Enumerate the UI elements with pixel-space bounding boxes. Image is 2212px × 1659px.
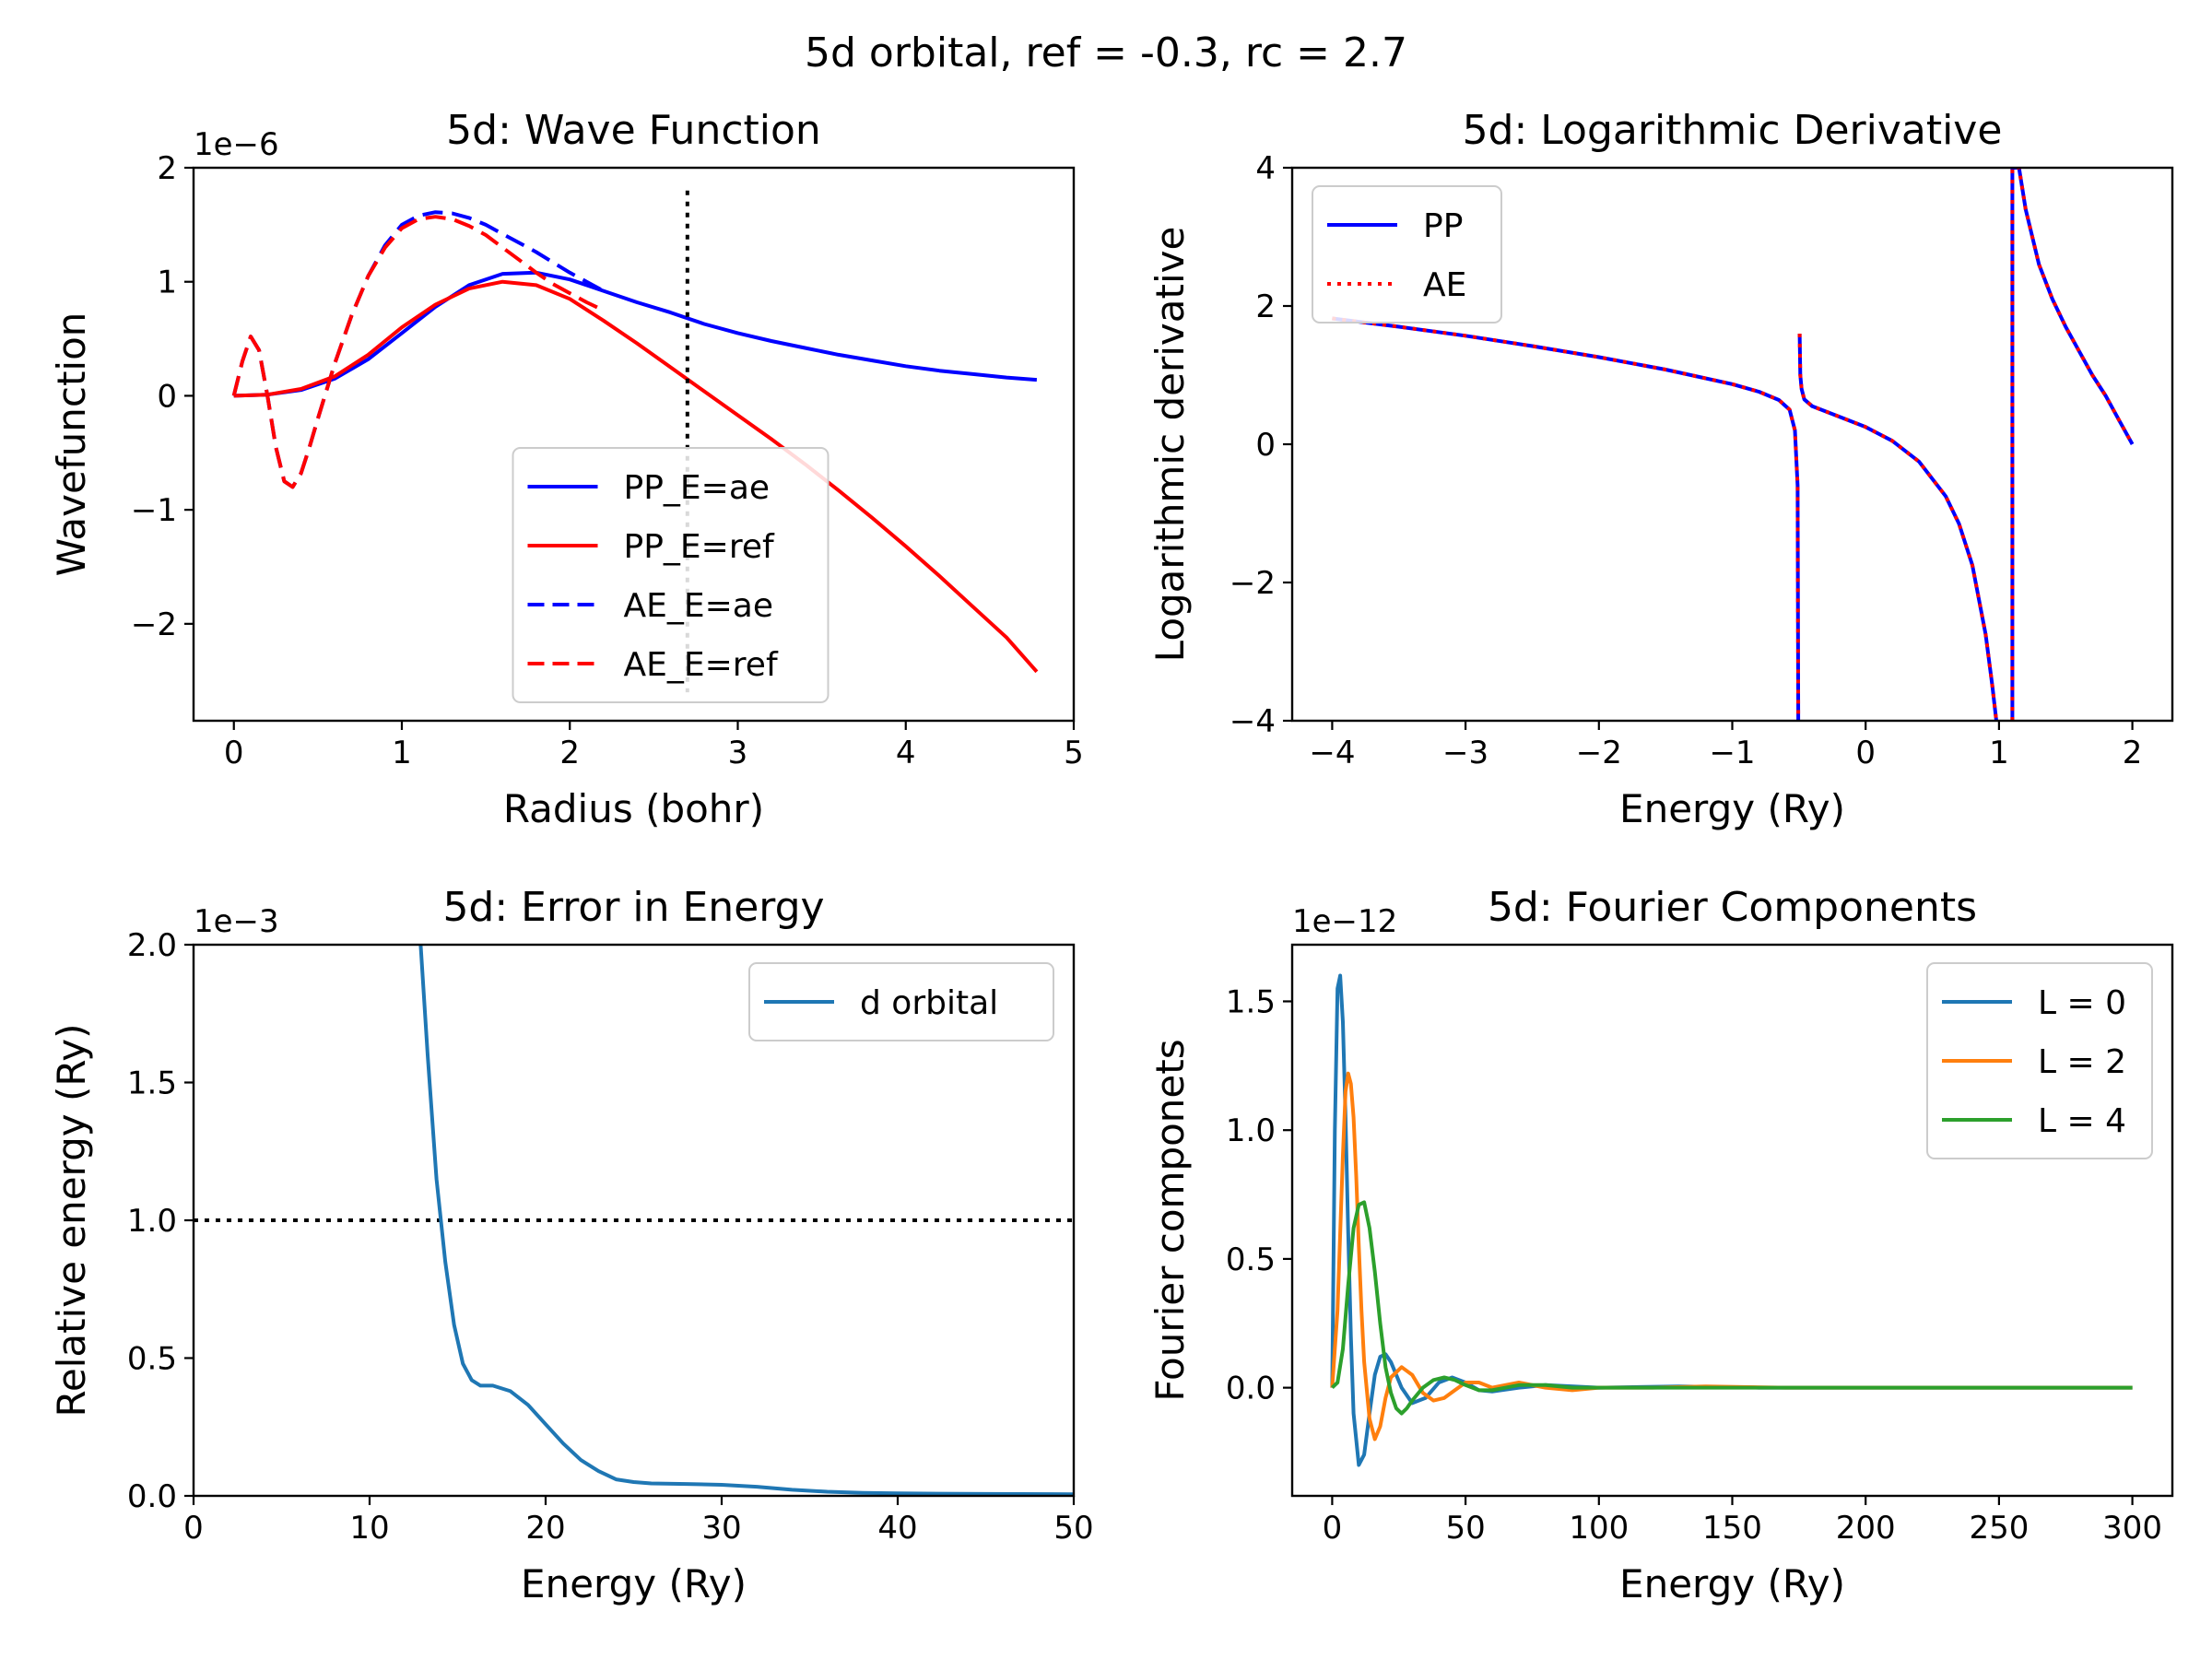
y-tick-label: 2 (1255, 288, 1276, 325)
series-line-wave-1 (233, 279, 1039, 674)
chart-title: 5d: Error in Energy (442, 884, 824, 931)
plot-area (1332, 168, 2135, 721)
x-tick-label: 0 (1855, 735, 1876, 771)
series-line-wave-3 (231, 215, 605, 489)
y-tick-label: 0 (1255, 427, 1276, 464)
x-tick-label: 250 (1969, 1510, 2029, 1547)
y-axis-label: Relative energy (Ry) (49, 1024, 94, 1418)
x-tick-label: 50 (1053, 1510, 1093, 1547)
x-tick-label: 150 (1702, 1510, 1762, 1547)
series-line-fourier-2 (1331, 1200, 2133, 1416)
y-axis-label: Fourier componets (1147, 1039, 1193, 1401)
y-tick-label: 1.5 (1226, 983, 1276, 1020)
chart-error: 0 10 20 30 40 50 0.0 0.5 1.0 1.5 2.0 1e−3 5d: Error … (49, 884, 1094, 1606)
legend-label: PP (1423, 207, 1463, 245)
y-tick-label: 1.5 (127, 1065, 177, 1102)
series-line-logderiv-1-seg0 (1332, 316, 1801, 721)
legend-label: L = 2 (2038, 1043, 2126, 1081)
x-tick-label: 3 (728, 735, 748, 771)
y-tick-label: −2 (1230, 565, 1276, 602)
x-tick-label: −2 (1576, 735, 1622, 771)
y-tick-label: 1.0 (1226, 1112, 1276, 1149)
plot-area (194, 945, 1074, 1496)
x-tick-label: 0 (1323, 1510, 1343, 1547)
plot-area (231, 190, 1039, 693)
y-tick-label: −1 (131, 492, 177, 529)
legend-label: PP_E=ae (624, 469, 771, 507)
axes-frame (192, 166, 1076, 723)
chart-wave: 0 1 2 3 4 5 −2 −1 0 1 2 1e−6 5d: Wave Function Radius… (49, 107, 1084, 831)
y-tick-label: 4 (1255, 150, 1276, 187)
x-tick-label: 100 (1569, 1510, 1629, 1547)
axis-offset-text: 1e−3 (194, 903, 279, 940)
legend-label: AE (1423, 266, 1466, 304)
x-tick-label: 1 (1989, 735, 2009, 771)
x-tick-label: 30 (701, 1510, 741, 1547)
x-tick-label: 50 (1445, 1510, 1485, 1547)
x-tick-label: 20 (525, 1510, 565, 1547)
legend-box (512, 447, 830, 703)
x-tick-label: 0 (183, 1510, 204, 1547)
chart-title: 5d: Wave Function (446, 107, 821, 154)
x-tick-label: 300 (2102, 1510, 2162, 1547)
y-tick-label: 0.5 (1226, 1241, 1276, 1278)
legend-box (1926, 962, 2153, 1159)
plot-area (1330, 973, 2133, 1467)
x-tick-label: 200 (1836, 1510, 1896, 1547)
y-tick-label: 2.0 (127, 927, 177, 964)
y-tick-label: 0.0 (1226, 1371, 1276, 1407)
legend-label: AE_E=ae (624, 587, 774, 625)
chart-fourier: 0 50 100 150 200 250 300 0.0 0.5 1.0 1.5 1e−12 5d: F… (1147, 884, 2174, 1606)
chart-title: 5d: Fourier Components (1488, 884, 1977, 931)
legend: d orbital (748, 962, 1054, 1041)
x-tick-label: −3 (1442, 735, 1488, 771)
axis-offset-text: 1e−6 (194, 126, 279, 163)
y-tick-label: −2 (131, 606, 177, 643)
y-tick-label: 2 (157, 150, 177, 187)
chart-logderiv: −4 −3 −2 −1 0 1 2 −4 −2 0 2 4 5d: Logarithmic Deriva… (1147, 107, 2174, 831)
series-line-wave-0 (233, 270, 1038, 398)
axis-offset-text: 1e−12 (1292, 903, 1397, 940)
x-tick-label: 2 (559, 735, 580, 771)
legend-label: L = 0 (2038, 984, 2126, 1022)
legend-label: d orbital (860, 984, 998, 1022)
legend: PP_E=ae PP_E=ref AE_E=ae AE_E=ref (512, 447, 830, 703)
series-line-error-0 (418, 945, 1074, 1496)
y-axis-label: Logarithmic derivative (1147, 227, 1193, 663)
figure-suptitle: 5d orbital, ref = -0.3, rc = 2.7 (805, 29, 1407, 76)
y-tick-label: −4 (1230, 703, 1276, 740)
x-tick-label: 0 (224, 735, 244, 771)
x-tick-label: 1 (392, 735, 412, 771)
legend-label: AE_E=ref (624, 646, 779, 684)
y-tick-label: 0 (157, 378, 177, 415)
x-tick-label: −1 (1709, 735, 1755, 771)
y-tick-label: 1 (157, 265, 177, 301)
legend: L = 0 L = 2 L = 4 (1926, 962, 2153, 1159)
x-tick-label: −4 (1309, 735, 1355, 771)
y-tick-label: 0.0 (127, 1478, 177, 1515)
x-tick-label: 5 (1064, 735, 1084, 771)
chart-title: 5d: Logarithmic Derivative (1463, 107, 2003, 154)
y-tick-label: 0.5 (127, 1341, 177, 1378)
legend-label: PP_E=ref (624, 528, 775, 566)
legend-box (1312, 185, 1502, 324)
x-tick-label: 4 (896, 735, 916, 771)
legend-label: L = 4 (2038, 1102, 2126, 1140)
y-tick-label: 1.0 (127, 1203, 177, 1240)
y-axis-label: Wavefunction (49, 312, 94, 577)
x-axis-label: Energy (Ry) (1619, 1561, 1845, 1606)
x-axis-label: Radius (bohr) (503, 786, 764, 831)
legend-box (748, 962, 1054, 1041)
legend: PP AE (1312, 185, 1502, 324)
x-axis-label: Energy (Ry) (1619, 786, 1845, 831)
x-tick-label: 40 (877, 1510, 917, 1547)
series-line-logderiv-1-seg1 (1797, 333, 1998, 721)
x-tick-label: 2 (2123, 735, 2143, 771)
series-line-logderiv-1-seg2 (2010, 168, 2135, 721)
x-axis-label: Energy (Ry) (521, 1561, 747, 1606)
x-tick-label: 10 (349, 1510, 389, 1547)
